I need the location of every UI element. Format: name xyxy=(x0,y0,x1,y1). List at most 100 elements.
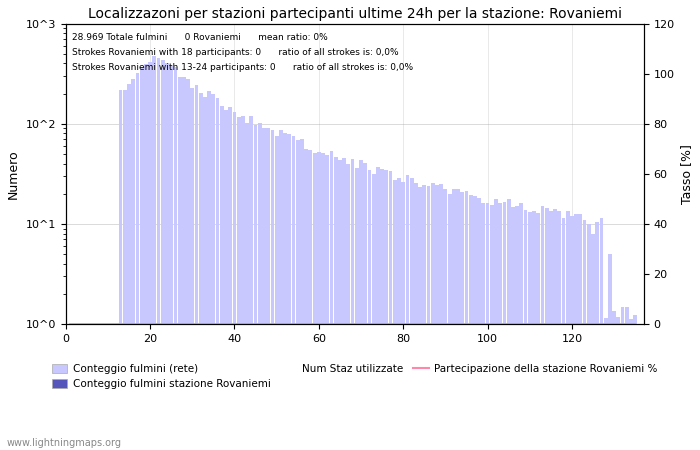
Bar xyxy=(313,153,316,450)
Bar xyxy=(102,324,106,450)
Bar xyxy=(132,79,135,450)
Bar xyxy=(249,116,253,450)
Bar xyxy=(461,192,464,450)
Bar xyxy=(418,187,422,450)
Text: Strokes Rovaniemi with 13-24 participants: 0      ratio of all strokes is: 0,0%: Strokes Rovaniemi with 13-24 participant… xyxy=(71,63,412,72)
Bar xyxy=(346,164,350,450)
Bar xyxy=(288,134,291,450)
Bar xyxy=(334,158,337,450)
Bar xyxy=(473,195,477,450)
Bar xyxy=(359,160,363,450)
Title: Localizzazoni per stazioni partecipanti ultime 24h per la stazione: Rovaniemi: Localizzazoni per stazioni partecipanti … xyxy=(88,7,622,21)
Bar xyxy=(604,318,608,450)
Bar xyxy=(625,307,629,450)
Bar xyxy=(612,311,616,450)
Bar xyxy=(490,205,493,450)
Bar xyxy=(414,183,418,450)
Bar xyxy=(440,184,443,450)
Bar xyxy=(549,211,553,450)
Bar xyxy=(232,112,237,450)
Bar xyxy=(536,213,540,450)
Bar xyxy=(368,171,372,450)
Bar xyxy=(262,128,266,450)
Bar xyxy=(401,181,405,450)
Bar xyxy=(482,203,485,450)
Bar xyxy=(228,107,232,450)
Bar xyxy=(515,206,519,450)
Bar xyxy=(629,319,633,450)
Bar xyxy=(106,324,110,450)
Bar xyxy=(342,158,346,450)
Bar xyxy=(309,150,312,450)
Bar xyxy=(426,186,430,450)
Bar xyxy=(296,140,300,450)
Bar xyxy=(384,170,388,450)
Bar xyxy=(486,203,489,450)
Bar xyxy=(317,152,321,450)
Bar xyxy=(477,198,481,450)
Bar xyxy=(199,93,202,450)
Bar xyxy=(561,218,566,450)
Bar xyxy=(511,207,514,450)
Bar xyxy=(216,98,220,450)
Bar xyxy=(165,63,169,450)
Bar xyxy=(503,202,506,450)
Bar xyxy=(380,169,384,450)
Bar xyxy=(410,178,414,450)
Bar xyxy=(363,163,367,450)
Bar xyxy=(435,185,439,450)
Bar xyxy=(274,136,279,450)
Bar xyxy=(566,212,570,450)
Bar xyxy=(169,67,173,450)
Bar xyxy=(532,211,536,450)
Bar xyxy=(174,67,177,450)
Bar xyxy=(97,324,102,450)
Bar xyxy=(600,218,603,450)
Bar xyxy=(72,324,76,450)
Bar xyxy=(123,90,127,450)
Bar xyxy=(266,128,270,450)
Bar xyxy=(617,317,620,450)
Bar xyxy=(393,180,397,450)
Bar xyxy=(397,178,401,450)
Bar xyxy=(608,254,612,450)
Bar xyxy=(76,324,80,450)
Bar xyxy=(587,224,591,450)
Bar xyxy=(545,208,549,450)
Bar xyxy=(540,206,545,450)
Bar xyxy=(182,76,186,450)
Legend: Conteggio fulmini (rete), Conteggio fulmini stazione Rovaniemi, Num Staz utilizz: Conteggio fulmini (rete), Conteggio fulm… xyxy=(48,360,662,393)
Bar xyxy=(190,88,194,450)
Bar xyxy=(372,174,376,450)
Bar xyxy=(211,94,216,450)
Bar xyxy=(136,73,139,450)
Bar xyxy=(452,189,456,450)
Y-axis label: Numero: Numero xyxy=(7,149,20,198)
Bar xyxy=(574,214,578,450)
Bar xyxy=(465,191,468,450)
Text: Strokes Rovaniemi with 18 participants: 0      ratio of all strokes is: 0,0%: Strokes Rovaniemi with 18 participants: … xyxy=(71,48,398,57)
Bar xyxy=(258,123,262,450)
Bar xyxy=(68,324,72,450)
Bar xyxy=(634,315,637,450)
Bar xyxy=(93,324,97,450)
Bar xyxy=(456,189,460,450)
Bar xyxy=(448,194,452,450)
Bar xyxy=(224,110,228,450)
Bar xyxy=(553,209,557,450)
Bar xyxy=(237,117,241,450)
Bar xyxy=(203,97,206,450)
Bar xyxy=(405,175,409,450)
Bar xyxy=(304,149,308,450)
Bar xyxy=(119,90,122,450)
Bar xyxy=(524,210,527,450)
Text: www.lightningmaps.org: www.lightningmaps.org xyxy=(7,438,122,448)
Bar xyxy=(621,307,624,450)
Bar xyxy=(220,106,224,450)
Bar xyxy=(300,139,304,450)
Bar xyxy=(127,85,131,450)
Bar xyxy=(195,86,198,450)
Bar xyxy=(430,183,435,450)
Bar xyxy=(279,130,283,450)
Bar xyxy=(422,185,426,450)
